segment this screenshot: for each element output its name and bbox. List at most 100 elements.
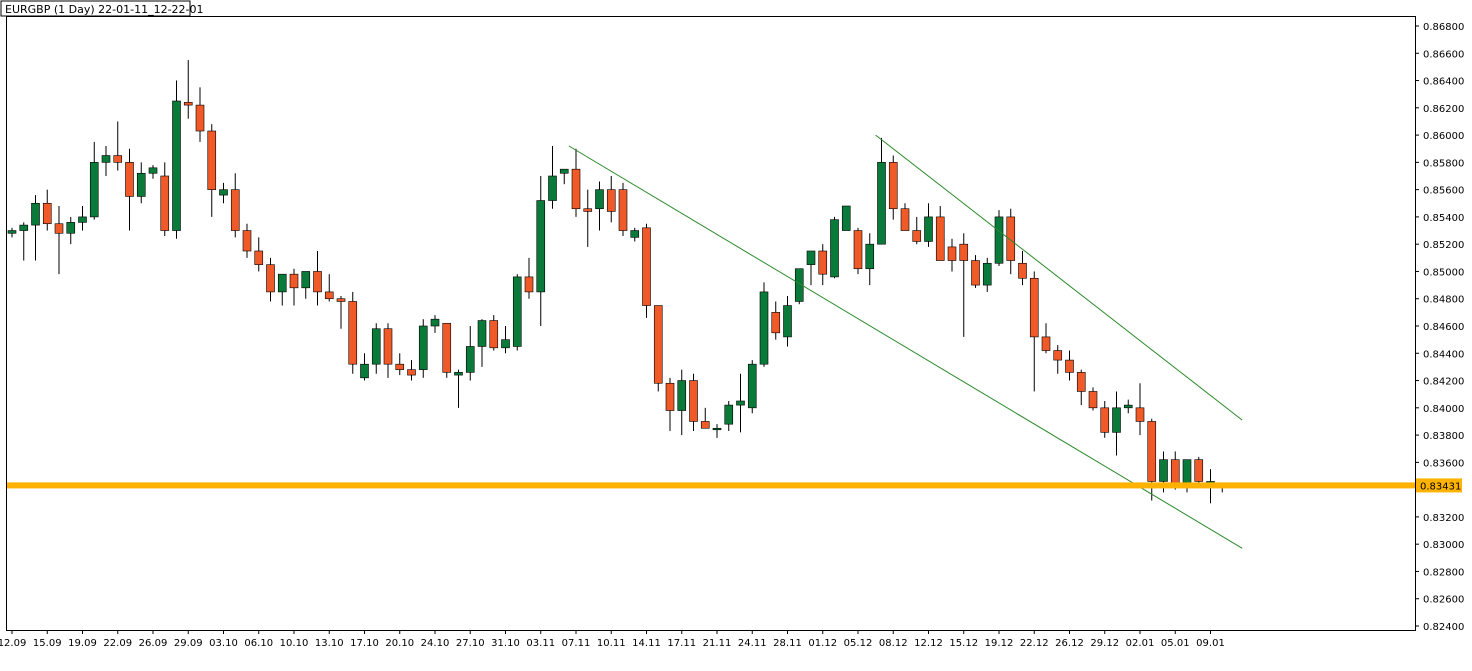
candle-bearish <box>1041 323 1051 354</box>
candle-bearish <box>571 148 581 217</box>
candle-bearish <box>1076 369 1086 406</box>
candle-bearish <box>900 203 910 231</box>
candle-body <box>489 320 499 349</box>
candle-bearish <box>207 124 217 217</box>
candle-body <box>1006 216 1016 261</box>
candle-bearish <box>1006 208 1016 275</box>
time-tick-label: 06.10 <box>244 638 273 649</box>
candle-bearish <box>313 251 322 306</box>
price-tick-label: 0.83000 <box>1423 540 1464 551</box>
candle-body <box>794 268 804 302</box>
candle-bearish <box>1194 456 1204 485</box>
candle-body <box>1147 421 1157 482</box>
support-level: 0.83431 <box>7 478 1462 493</box>
candle-body <box>1123 404 1133 409</box>
time-tick-label: 28.11 <box>773 638 802 649</box>
time-tick-label: 20.10 <box>385 638 414 649</box>
candle-bearish <box>160 162 170 236</box>
candle-body <box>66 222 76 234</box>
price-label-background <box>1416 478 1462 493</box>
candle-body <box>89 162 99 218</box>
price-tick-label: 0.85200 <box>1423 240 1464 251</box>
price-tick-label: 0.83600 <box>1423 458 1464 469</box>
candle-bearish <box>653 305 663 392</box>
candle-body <box>195 104 205 132</box>
candle-body <box>442 322 452 373</box>
candle-body <box>348 301 358 365</box>
candle-body <box>982 262 992 286</box>
price-tick-label: 0.84600 <box>1423 322 1464 333</box>
candle-body <box>7 230 17 234</box>
candle-body <box>266 264 275 293</box>
candle-body <box>853 230 863 270</box>
candle-bearish <box>606 176 616 223</box>
candle-body <box>219 189 228 196</box>
time-tick-label: 24.10 <box>421 638 450 649</box>
candle-body <box>865 243 875 270</box>
candle-body <box>759 291 769 365</box>
candle-body <box>277 273 287 293</box>
candle-body <box>360 363 369 379</box>
time-tick-label: 22.12 <box>1020 638 1049 649</box>
candle-body <box>289 273 299 289</box>
candle-bearish <box>689 373 698 431</box>
candle-bullish <box>477 319 487 367</box>
candle-body <box>1100 407 1110 433</box>
candle-body <box>724 404 734 425</box>
candle-bearish <box>407 360 416 381</box>
candle-bullish <box>677 369 687 436</box>
time-tick-label: 13.10 <box>315 638 344 649</box>
candle-bullish <box>89 141 99 220</box>
time-tick-label: 10.11 <box>597 638 626 649</box>
candle-body <box>665 382 675 411</box>
candle-body <box>407 369 416 376</box>
price-tick-label: 0.84200 <box>1423 377 1464 388</box>
candle-bearish <box>947 238 957 272</box>
candle-body <box>1194 459 1204 482</box>
candle-body <box>465 346 475 373</box>
candle-body <box>1182 459 1192 485</box>
price-tick-label: 0.85400 <box>1423 213 1464 224</box>
time-tick-label: 24.11 <box>738 638 767 649</box>
candle-bullish <box>19 222 29 261</box>
candle-bearish <box>125 148 134 231</box>
time-tick-label: 22.09 <box>103 638 132 649</box>
candle-bullish <box>559 168 569 185</box>
candle-bullish <box>595 181 604 231</box>
candle-body <box>712 427 722 431</box>
candle-bullish <box>724 401 734 431</box>
candle-body <box>148 167 158 174</box>
candle-bearish <box>853 227 863 275</box>
candle-bullish <box>418 319 428 378</box>
candle-bullish <box>430 315 440 333</box>
candle-bullish <box>31 195 40 261</box>
candle-bullish <box>536 176 546 326</box>
candle-bearish <box>254 237 264 272</box>
price-axis-ticks: 0.86800 0.86600 0.86400 0.86200 0.86000 0.858… <box>1415 22 1464 633</box>
time-tick-label: 26.09 <box>139 638 168 649</box>
candle-body <box>1018 262 1027 279</box>
candle-body <box>1159 459 1168 482</box>
support-line <box>7 482 1415 489</box>
candle-bullish <box>630 227 640 242</box>
candle-bearish <box>230 173 240 238</box>
candle-bearish <box>195 87 205 142</box>
candle-body <box>783 305 792 338</box>
candle-body <box>536 200 546 293</box>
price-tick-label: 0.86800 <box>1423 22 1464 33</box>
time-tick-label: 10.10 <box>280 638 309 649</box>
candle-body <box>383 328 393 365</box>
candle-bullish <box>747 360 757 414</box>
candle-bullish <box>783 296 792 347</box>
candle-bullish <box>360 353 369 381</box>
candle-body <box>877 162 886 245</box>
candle-body <box>1065 359 1074 373</box>
candle-body <box>642 227 651 306</box>
candle-bullish <box>1123 399 1133 414</box>
candle-bearish <box>113 121 123 171</box>
candle-bullish <box>1112 391 1121 456</box>
candle-bearish <box>489 315 499 351</box>
candle-body <box>571 168 581 210</box>
chart-title: EURGBP (1 Day) 22-01-11_12-22-01 <box>5 3 204 16</box>
